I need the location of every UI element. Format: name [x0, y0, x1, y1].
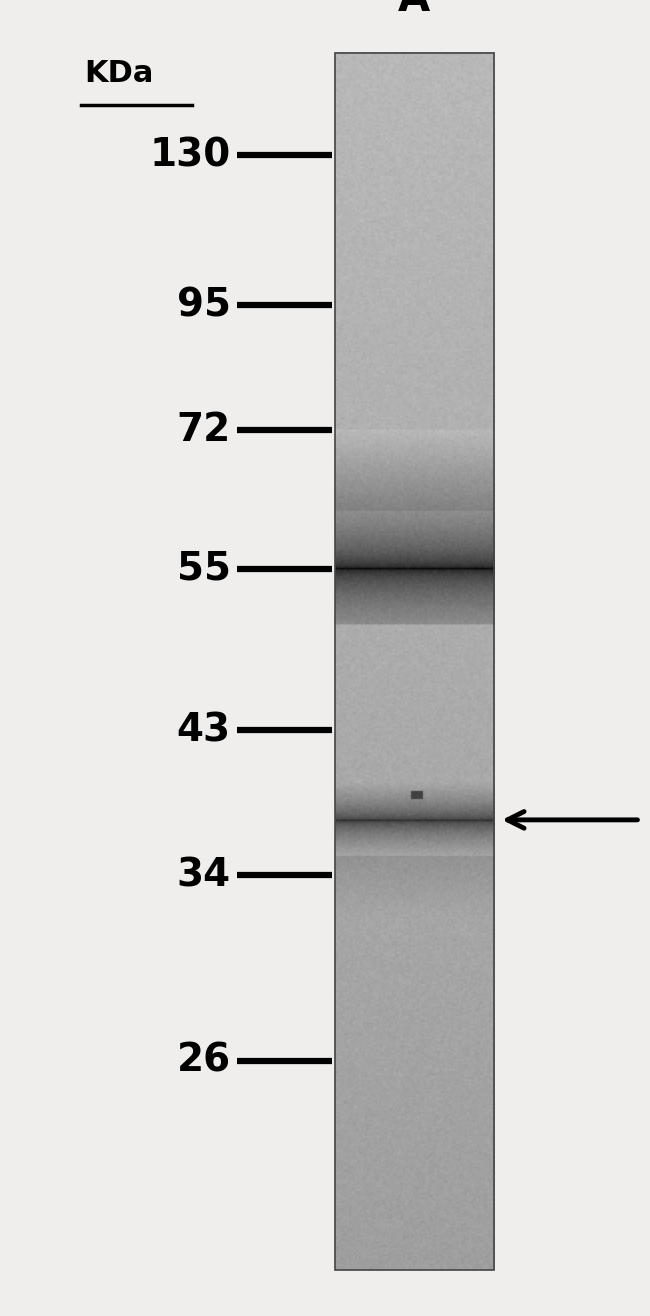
Text: 43: 43: [177, 712, 231, 749]
Bar: [335, 53, 494, 1270]
Text: 26: 26: [177, 1042, 231, 1079]
Text: 72: 72: [177, 412, 231, 449]
Text: KDa: KDa: [84, 59, 154, 88]
Text: 55: 55: [177, 550, 231, 587]
Text: 130: 130: [150, 137, 231, 174]
Text: A: A: [398, 0, 430, 20]
Text: 34: 34: [177, 857, 231, 894]
Text: 95: 95: [177, 287, 231, 324]
